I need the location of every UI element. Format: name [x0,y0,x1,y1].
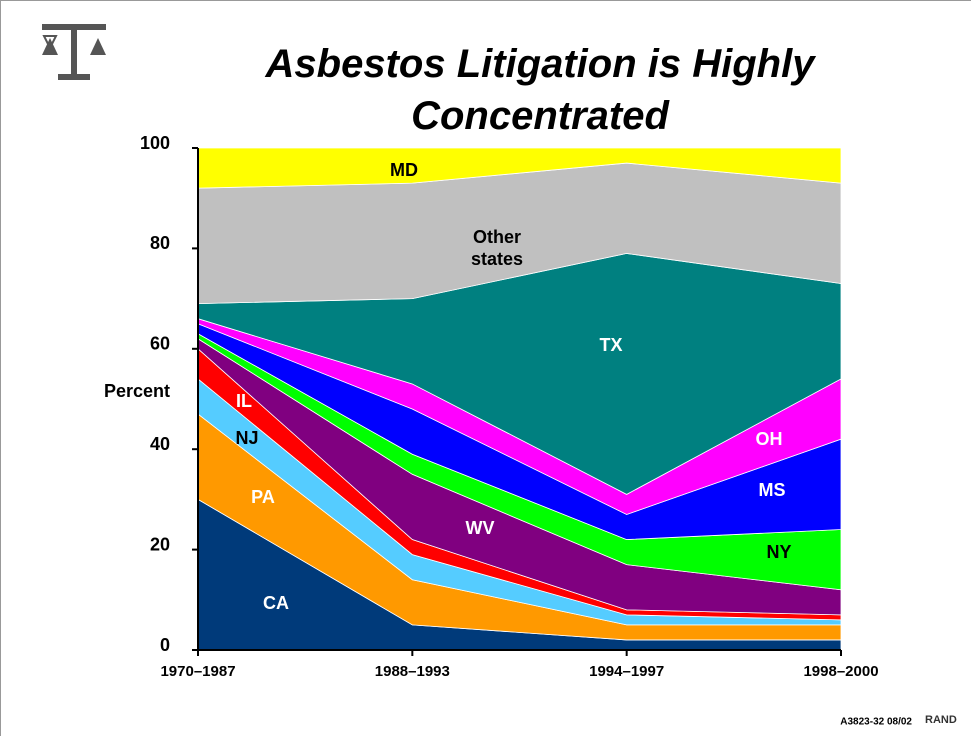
y-axis-label: Percent [104,381,170,401]
series-label: Other states [470,227,524,269]
y-tick-label: 0 [160,635,170,655]
series-label: IL [236,391,252,411]
x-tick-label: 1998–2000 [803,663,878,680]
series-label: MD [390,160,418,180]
series-label: NY [766,542,792,562]
x-tick-label: 1994–1997 [589,663,664,680]
y-tick-label: 60 [150,334,170,354]
series-label: CA [263,593,289,613]
y-tick-label: 20 [150,534,170,554]
x-tick-label: 1988–1993 [375,663,450,680]
series-label: NJ [235,428,259,448]
y-tick-label: 80 [150,233,170,253]
series-label: PA [251,487,275,507]
chart-title: Asbestos Litigation is Highly Concentrat… [265,42,815,138]
y-tick-label: 100 [140,133,170,153]
scales-logo [42,24,106,80]
areas [197,147,842,651]
series-label: TX [599,335,623,355]
x-tick-label: 1970–1987 [160,663,235,680]
footnote: A3823-32 08/02 [840,717,912,728]
series-label: MS [758,480,786,500]
series-label: OH [755,429,783,449]
brand: RAND [925,714,957,726]
y-tick-label: 40 [150,434,170,454]
series-label: WV [465,518,495,538]
area [197,147,842,189]
